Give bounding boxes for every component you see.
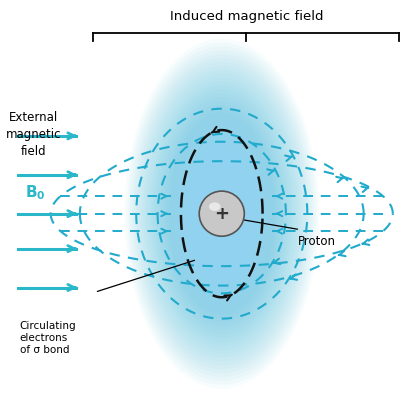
Ellipse shape (178, 130, 265, 297)
Ellipse shape (168, 112, 274, 316)
Ellipse shape (171, 116, 271, 311)
Ellipse shape (192, 158, 251, 269)
Ellipse shape (166, 107, 276, 320)
Ellipse shape (189, 154, 253, 274)
Text: Induced magnetic field: Induced magnetic field (170, 10, 323, 23)
Ellipse shape (173, 121, 269, 306)
Text: $\mathbf{B_0}$: $\mathbf{B_0}$ (25, 183, 45, 202)
Ellipse shape (176, 126, 267, 301)
Ellipse shape (182, 140, 260, 288)
Text: Proton: Proton (297, 235, 335, 248)
Text: External
magnetic
field: External magnetic field (6, 111, 61, 158)
Ellipse shape (180, 135, 262, 292)
Ellipse shape (209, 202, 220, 211)
Text: +: + (214, 205, 229, 223)
Text: Circulating
electrons
of σ bond: Circulating electrons of σ bond (20, 321, 76, 356)
Ellipse shape (199, 191, 244, 236)
Ellipse shape (187, 149, 255, 278)
Ellipse shape (185, 145, 258, 283)
